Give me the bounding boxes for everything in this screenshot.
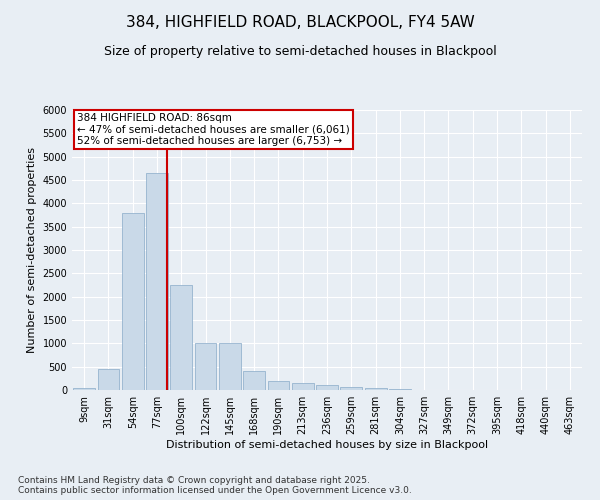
Text: Contains HM Land Registry data © Crown copyright and database right 2025.
Contai: Contains HM Land Registry data © Crown c… (18, 476, 412, 495)
Y-axis label: Number of semi-detached properties: Number of semi-detached properties (27, 147, 37, 353)
Bar (122, 212, 143, 390)
Text: Size of property relative to semi-detached houses in Blackpool: Size of property relative to semi-detach… (104, 45, 496, 58)
Bar (292, 383, 314, 390)
Bar (340, 386, 362, 390)
Bar (146, 173, 168, 390)
Bar (73, 388, 95, 390)
Bar (194, 344, 217, 390)
Bar (243, 372, 265, 390)
Bar (268, 380, 289, 390)
Text: 384 HIGHFIELD ROAD: 86sqm
← 47% of semi-detached houses are smaller (6,061)
52% : 384 HIGHFIELD ROAD: 86sqm ← 47% of semi-… (77, 113, 350, 146)
Bar (170, 285, 192, 390)
Bar (219, 344, 241, 390)
X-axis label: Distribution of semi-detached houses by size in Blackpool: Distribution of semi-detached houses by … (166, 440, 488, 450)
Bar (365, 388, 386, 390)
Text: 384, HIGHFIELD ROAD, BLACKPOOL, FY4 5AW: 384, HIGHFIELD ROAD, BLACKPOOL, FY4 5AW (125, 15, 475, 30)
Bar (316, 386, 338, 390)
Bar (97, 369, 119, 390)
Bar (389, 389, 411, 390)
